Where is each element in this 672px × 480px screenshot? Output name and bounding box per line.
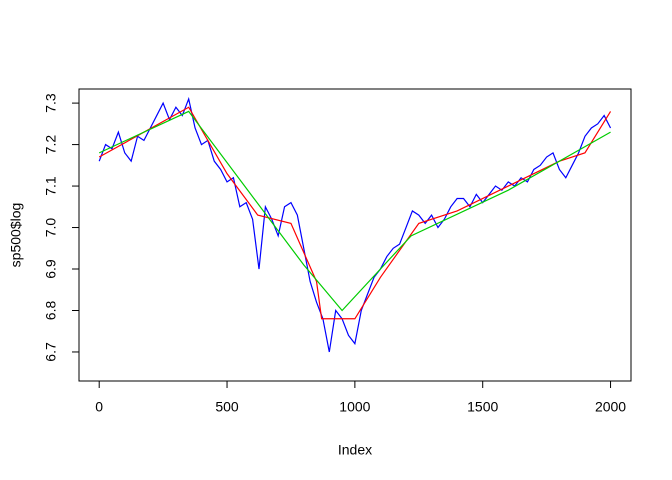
- x-tick-label: 2000: [595, 399, 626, 415]
- x-tick-label: 500: [215, 399, 239, 415]
- y-tick-label: 6.9: [43, 259, 59, 279]
- x-tick-label: 1500: [467, 399, 498, 415]
- x-tick-label: 1000: [339, 399, 370, 415]
- x-axis-label: Index: [338, 442, 372, 458]
- y-tick-label: 7.3: [43, 93, 59, 113]
- y-tick-label: 7.2: [43, 135, 59, 155]
- series-line: [98, 96, 612, 353]
- series-line: [98, 110, 611, 312]
- y-tick-label: 6.8: [43, 301, 59, 321]
- y-tick-label: 6.7: [43, 342, 59, 362]
- x-tick-label: 0: [95, 399, 103, 415]
- y-tick-label: 7.1: [43, 176, 59, 196]
- series-line: [98, 106, 612, 320]
- y-tick-label: 7.0: [43, 218, 59, 238]
- plot-box: [78, 88, 632, 382]
- y-axis-label: sp500$log: [8, 203, 24, 268]
